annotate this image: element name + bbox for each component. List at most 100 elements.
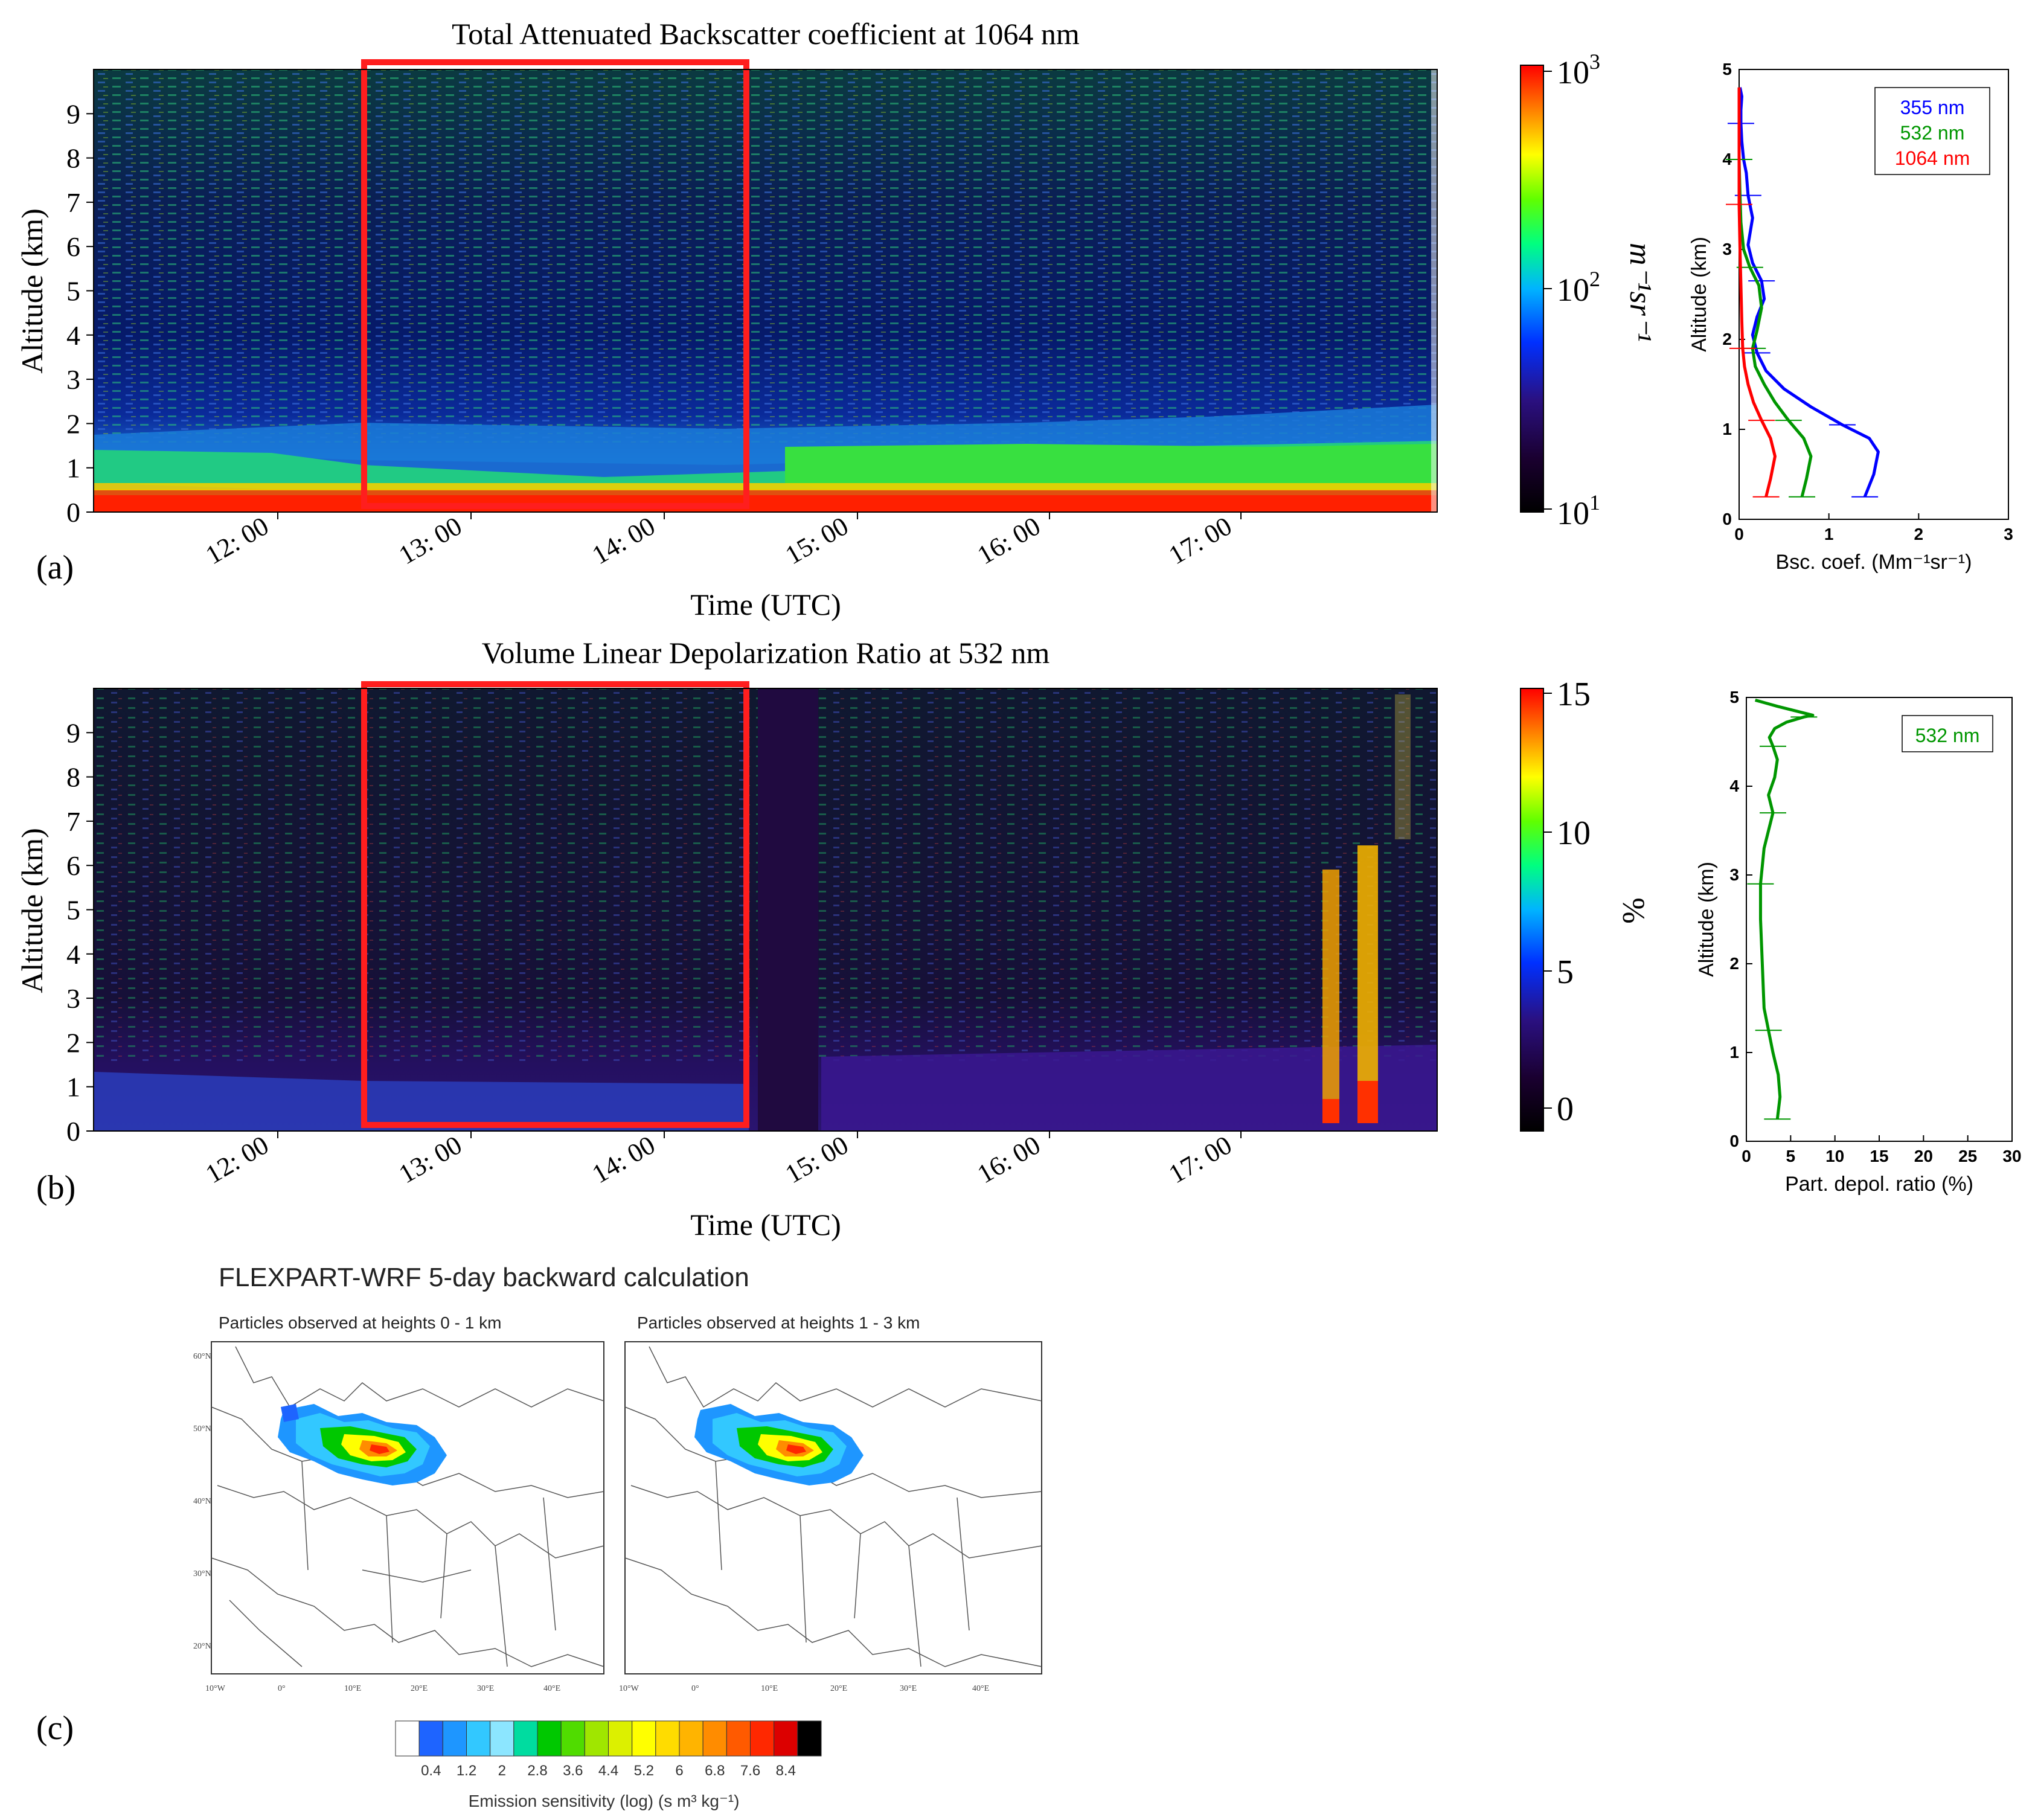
legend-swatch	[442, 1720, 467, 1757]
map1-axis-labels: 60°N 50°N 40°N 30°N 20°N 10°W 0° 10°E 20°E 30°E 4…	[193, 1352, 560, 1693]
panel_a-ytick-label: 6	[66, 231, 80, 262]
map-lon-label: 20°E	[411, 1684, 428, 1693]
xtick-label: 0	[1734, 525, 1744, 543]
panel_a-ytick-label: 9	[66, 98, 80, 129]
legend-swatch	[395, 1720, 420, 1757]
legend-swatch	[726, 1720, 751, 1757]
legend-tick: 5.2	[634, 1763, 654, 1779]
map-lon-label: 40°E	[972, 1684, 989, 1693]
panel_a-xtick-label: 13: 00	[394, 511, 467, 570]
series-line	[1754, 699, 1815, 1120]
ytick-label: 0	[1722, 510, 1732, 528]
legend-tick: 4.4	[598, 1763, 618, 1779]
svg-text:103: 103	[1557, 50, 1600, 91]
legend-swatch	[797, 1720, 822, 1757]
profile-xlabel: Bsc. coef. (Mm⁻¹sr⁻¹)	[1776, 551, 1972, 574]
map1-title: Particles observed at heights 0 - 1 km	[219, 1313, 501, 1332]
map-lon-label: 10°W	[619, 1684, 639, 1693]
map-lon-label: 40°E	[543, 1684, 560, 1693]
panel_a-ytick-label: 4	[66, 320, 80, 351]
panel_a-xtick-label: 15: 00	[780, 511, 853, 570]
xtick-label: 2	[1914, 525, 1924, 543]
ytick-label: 0	[1729, 1132, 1739, 1150]
cbar-a-tick-top: 10	[1557, 54, 1589, 91]
legend-swatch	[774, 1720, 798, 1757]
panel-a-highlight-box	[361, 59, 749, 509]
svg-text:101: 101	[1557, 490, 1600, 531]
panel-c-title: FLEXPART-WRF 5-day backward calculation	[219, 1263, 749, 1292]
cbar-a-tick-top-exp: 3	[1589, 50, 1600, 74]
legend-tick: 2	[498, 1763, 506, 1779]
legend-entry: 1064 nm	[1895, 147, 1970, 169]
panel-b-colorbar	[1520, 688, 1544, 1132]
legend-swatch	[537, 1720, 562, 1757]
panel_b-ytick-label: 5	[66, 895, 80, 926]
xtick-label: 20	[1914, 1147, 1933, 1165]
panel_a-ytick-label: 1	[66, 453, 80, 484]
panel_a-ytick-label: 8	[66, 143, 80, 174]
panel_b-xtick-label: 17: 00	[1164, 1130, 1237, 1189]
legend-entry: 532 nm	[1900, 122, 1965, 144]
legend-tick: 6	[675, 1763, 683, 1779]
series-line	[1739, 87, 1880, 498]
ytick-label: 2	[1722, 330, 1732, 348]
map-lat-label: 40°N	[193, 1497, 211, 1506]
panel_a-xtick-label: 17: 00	[1164, 511, 1237, 570]
legend-entry: 532 nm	[1915, 725, 1980, 746]
panel-b-ylabel: Altitude (km)	[15, 828, 49, 993]
cbar-a-tick-bottom-exp: 1	[1589, 490, 1600, 514]
ytick-label: 5	[1722, 60, 1732, 79]
panel_b-ytick-label: 6	[66, 850, 80, 881]
legend-swatch	[655, 1720, 680, 1757]
cbar-b-tick-15: 15	[1557, 676, 1591, 713]
panel_b-xtick-label: 15: 00	[780, 1130, 853, 1189]
panel_a-ytick-label: 2	[66, 408, 80, 439]
map-lon-label: 20°E	[830, 1684, 847, 1693]
cbar-b-tick-5: 5	[1557, 953, 1574, 991]
ytick-label: 5	[1729, 688, 1739, 707]
panel_b-xtick-label: 13: 00	[394, 1130, 467, 1189]
legend-tick: 3.6	[563, 1763, 583, 1779]
legend-tick: 0.4	[421, 1763, 441, 1779]
map-1: 60°N 50°N 40°N 30°N 20°N 10°W 0° 10°E 20°E 30°E 4…	[193, 1341, 604, 1693]
xtick-label: 5	[1786, 1147, 1796, 1165]
cbar-a-tick-mid-exp: 2	[1589, 267, 1600, 291]
panel-a-colorbar-ticks: 103 102 101	[1543, 50, 1600, 531]
map-lon-label: 30°E	[477, 1684, 494, 1693]
legend-swatch	[608, 1720, 633, 1757]
cbar-a-tick-bottom: 10	[1557, 495, 1589, 531]
panel-a-label: (a)	[36, 549, 74, 586]
legend-swatch	[632, 1720, 656, 1757]
panel-b-label: (b)	[36, 1169, 75, 1206]
panel-b-highlight-box	[361, 681, 749, 1128]
legend-tick: 8.4	[776, 1763, 796, 1779]
panel_b-ytick-label: 0	[66, 1116, 80, 1147]
cbar-b-tick-0: 0	[1557, 1091, 1574, 1128]
xtick-label: 3	[2004, 525, 2013, 543]
map-lon-label: 10°E	[761, 1684, 778, 1693]
legend-swatch	[490, 1720, 514, 1757]
map-lon-label: 10°W	[205, 1684, 226, 1693]
ytick-label: 4	[1729, 777, 1739, 795]
map2-axis-labels: 10°W 0° 10°E 20°E 30°E 40°E	[619, 1684, 989, 1693]
panel_a-xtick-label: 14: 00	[587, 511, 660, 570]
ytick-label: 1	[1722, 420, 1732, 438]
xtick-label: 30	[2002, 1147, 2021, 1165]
emission-sensitivity-legend: 0.4 1.2 2 2.8 3.6 4.4 5.2 6 6.8 7.6 8.4	[395, 1720, 822, 1779]
legend-entry: 355 nm	[1900, 97, 1965, 118]
map-lon-label: 10°E	[344, 1684, 361, 1693]
ytick-label: 3	[1729, 865, 1739, 884]
legend-tick: 2.8	[527, 1763, 547, 1779]
legend-tick: 6.8	[705, 1763, 725, 1779]
panel_b-ytick-label: 7	[66, 806, 80, 837]
panel-b-heatmap	[94, 688, 1437, 1131]
xtick-label: 10	[1825, 1147, 1844, 1165]
legend-swatch	[702, 1720, 727, 1757]
xtick-label: 25	[1958, 1147, 1977, 1165]
panel_b-xtick-label: 14: 00	[587, 1130, 660, 1189]
panel_a-ytick-label: 5	[66, 276, 80, 307]
panel-a-title: Total Attenuated Backscatter coefficient…	[452, 17, 1080, 51]
panel_a-ytick-label: 7	[66, 187, 80, 218]
legend-swatch	[584, 1720, 609, 1757]
panel-a-heatmap	[94, 69, 1437, 512]
